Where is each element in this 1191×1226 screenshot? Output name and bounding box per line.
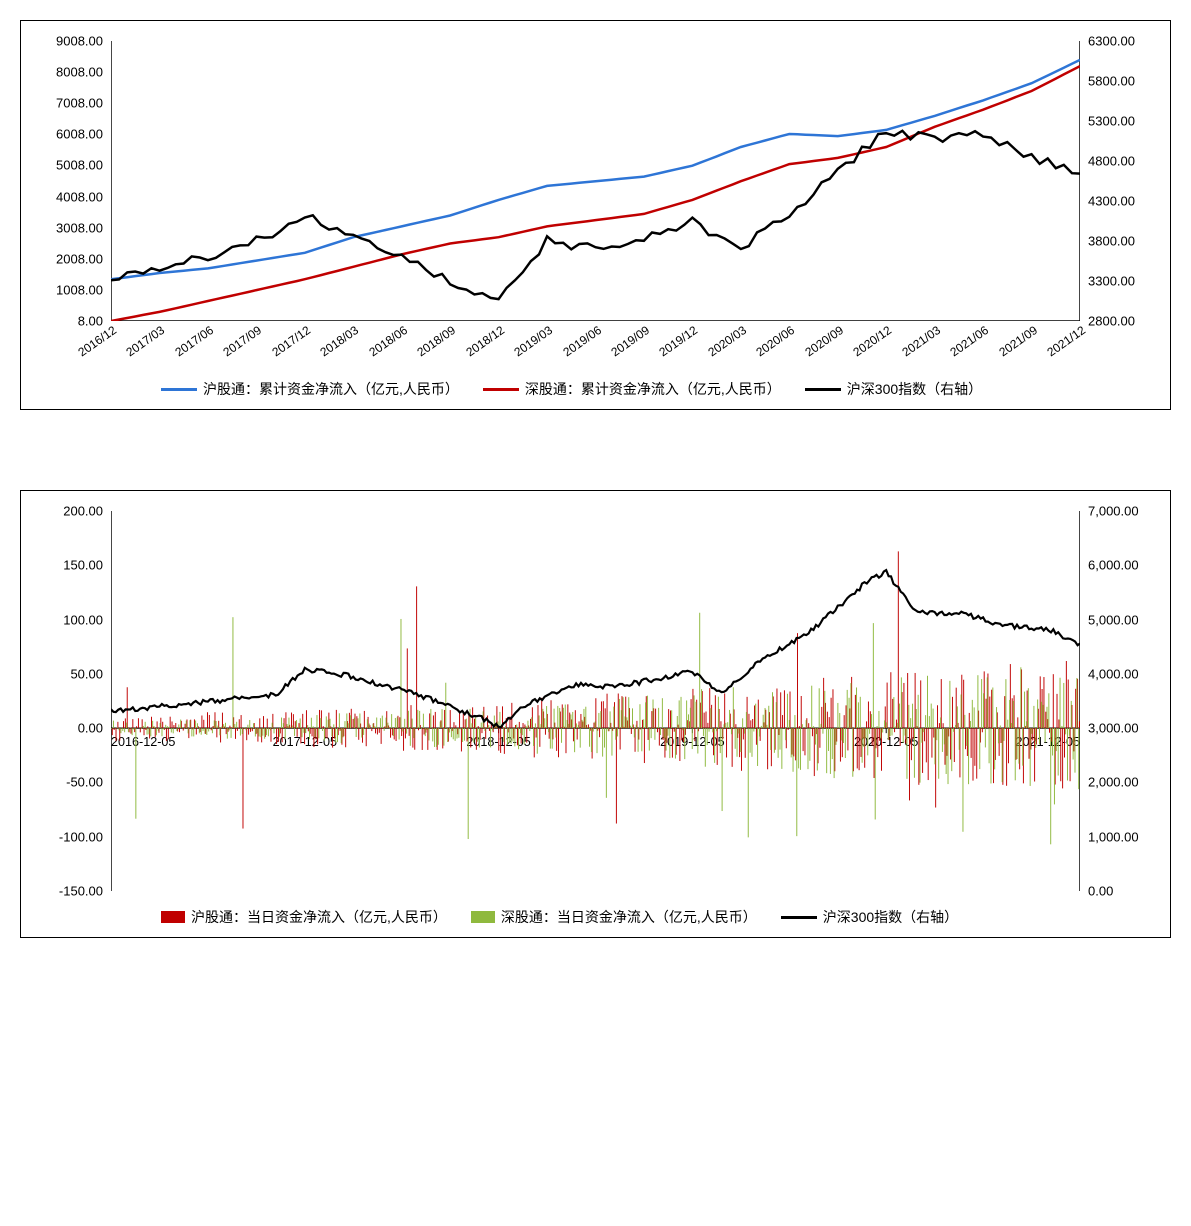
y-left-tick: 8.00 bbox=[33, 314, 103, 329]
x-tick: 2021/06 bbox=[948, 323, 992, 359]
x-tick: 2019/03 bbox=[512, 323, 556, 359]
legend-item: 沪股通：当日资金净流入（亿元,人民币） bbox=[161, 907, 447, 927]
y-left-tick: 100.00 bbox=[33, 612, 103, 627]
legend-item: 沪深300指数（右轴） bbox=[805, 379, 982, 399]
y-left-tick: -150.00 bbox=[33, 884, 103, 899]
chart1-svg bbox=[111, 41, 1080, 321]
y-left-tick: 8008.00 bbox=[33, 65, 103, 80]
legend-swatch bbox=[161, 388, 197, 391]
x-tick: 2017/03 bbox=[124, 323, 168, 359]
legend-swatch bbox=[483, 388, 519, 391]
legend-item: 深股通：当日资金净流入（亿元,人民币） bbox=[471, 907, 757, 927]
y-right-tick: 4800.00 bbox=[1088, 154, 1158, 169]
x-tick: 2021/03 bbox=[899, 323, 943, 359]
x-tick: 2017/12 bbox=[269, 323, 313, 359]
chart2-container: -150.00 -100.00 -50.00 0.00 50.00 100.00 150.0… bbox=[20, 490, 1171, 938]
legend-swatch bbox=[161, 911, 185, 923]
y-right-tick: 3,000.00 bbox=[1088, 721, 1158, 736]
y-right-tick: 0.00 bbox=[1088, 884, 1158, 899]
y-left-tick: 6008.00 bbox=[33, 127, 103, 142]
x-tick: 2017/09 bbox=[221, 323, 265, 359]
legend-label: 深股通：当日资金净流入（亿元,人民币） bbox=[501, 907, 757, 927]
x-tick: 2020/09 bbox=[802, 323, 846, 359]
y-right-tick: 5800.00 bbox=[1088, 74, 1158, 89]
y-left-tick: 4008.00 bbox=[33, 189, 103, 204]
y-right-tick: 3300.00 bbox=[1088, 274, 1158, 289]
svg-text:2016-12-05: 2016-12-05 bbox=[111, 734, 175, 749]
legend-item: 沪深300指数（右轴） bbox=[781, 907, 958, 927]
legend-label: 沪股通：当日资金净流入（亿元,人民币） bbox=[191, 907, 447, 927]
y-right-tick: 5,000.00 bbox=[1088, 612, 1158, 627]
chart2-block: -150.00 -100.00 -50.00 0.00 50.00 100.00 150.0… bbox=[20, 490, 1171, 938]
x-tick: 2020/06 bbox=[754, 323, 798, 359]
y-right-tick: 4300.00 bbox=[1088, 194, 1158, 209]
y-left-tick: 150.00 bbox=[33, 558, 103, 573]
y-left-tick: 1008.00 bbox=[33, 282, 103, 297]
y-right-tick: 7,000.00 bbox=[1088, 504, 1158, 519]
y-right-tick: 6300.00 bbox=[1088, 34, 1158, 49]
y-right-tick: 4,000.00 bbox=[1088, 666, 1158, 681]
x-tick: 2021/09 bbox=[996, 323, 1040, 359]
x-tick: 2018/12 bbox=[463, 323, 507, 359]
chart1-container: 8.00 1008.00 2008.00 3008.00 4008.00 5008.00 6… bbox=[20, 20, 1171, 410]
y-right-tick: 6,000.00 bbox=[1088, 558, 1158, 573]
chart2-x-labels bbox=[111, 891, 1080, 899]
y-left-tick: 9008.00 bbox=[33, 34, 103, 49]
legend-label: 沪深300指数（右轴） bbox=[823, 907, 958, 927]
chart2-y-left-labels: -150.00-100.00-50.000.0050.00100.00150.0… bbox=[33, 511, 103, 891]
legend-swatch bbox=[781, 916, 817, 919]
y-left-tick: 50.00 bbox=[33, 666, 103, 681]
y-left-tick: 0.00 bbox=[33, 721, 103, 736]
chart1-plot: 8.001008.002008.003008.004008.005008.006… bbox=[111, 41, 1080, 321]
y-left-tick: 3008.00 bbox=[33, 220, 103, 235]
y-left-tick: 5008.00 bbox=[33, 158, 103, 173]
chart1-block: 8.00 1008.00 2008.00 3008.00 4008.00 5008.00 6… bbox=[20, 20, 1171, 410]
chart1-y-right-labels: 2800.003300.003800.004300.004800.005300.… bbox=[1088, 41, 1158, 321]
y-left-tick: 2008.00 bbox=[33, 251, 103, 266]
chart1-y-left-labels: 8.001008.002008.003008.004008.005008.006… bbox=[33, 41, 103, 321]
legend-item: 沪股通：累计资金净流入（亿元,人民币） bbox=[161, 379, 459, 399]
y-right-tick: 2,000.00 bbox=[1088, 775, 1158, 790]
y-left-tick: 7008.00 bbox=[33, 96, 103, 111]
y-left-tick: -100.00 bbox=[33, 829, 103, 844]
y-right-tick: 1,000.00 bbox=[1088, 829, 1158, 844]
x-tick: 2021/12 bbox=[1044, 323, 1088, 359]
x-tick: 2019/06 bbox=[560, 323, 604, 359]
x-tick: 2019/09 bbox=[608, 323, 652, 359]
x-tick: 2019/12 bbox=[657, 323, 701, 359]
x-tick: 2020/12 bbox=[851, 323, 895, 359]
y-right-tick: 5300.00 bbox=[1088, 114, 1158, 129]
legend-label: 沪深300指数（右轴） bbox=[847, 379, 982, 399]
x-tick: 2018/06 bbox=[366, 323, 410, 359]
chart2-svg: 2016-12-052017-12-052018-12-052019-12-05… bbox=[111, 511, 1080, 891]
legend-swatch bbox=[471, 911, 495, 923]
chart2-y-right-labels: 0.001,000.002,000.003,000.004,000.005,00… bbox=[1088, 511, 1158, 891]
y-right-tick: 3800.00 bbox=[1088, 234, 1158, 249]
x-tick: 2020/03 bbox=[705, 323, 749, 359]
y-left-tick: -50.00 bbox=[33, 775, 103, 790]
x-tick: 2018/09 bbox=[415, 323, 459, 359]
x-tick: 2017/06 bbox=[172, 323, 216, 359]
chart2-plot: -150.00-100.00-50.000.0050.00100.00150.0… bbox=[111, 511, 1080, 891]
chart2-legend: 沪股通：当日资金净流入（亿元,人民币） 深股通：当日资金净流入（亿元,人民币） 沪深… bbox=[161, 907, 1030, 927]
x-tick: 2018/03 bbox=[318, 323, 362, 359]
chart1-x-labels: 2016/122017/032017/062017/092017/122018/… bbox=[111, 321, 1080, 371]
legend-label: 深股通：累计资金净流入（亿元,人民币） bbox=[525, 379, 781, 399]
chart1-legend: 沪股通：累计资金净流入（亿元,人民币） 深股通：累计资金净流入（亿元,人民币） 沪深… bbox=[161, 379, 1030, 399]
legend-item: 深股通：累计资金净流入（亿元,人民币） bbox=[483, 379, 781, 399]
legend-swatch bbox=[805, 388, 841, 391]
y-left-tick: 200.00 bbox=[33, 504, 103, 519]
y-right-tick: 2800.00 bbox=[1088, 314, 1158, 329]
legend-label: 沪股通：累计资金净流入（亿元,人民币） bbox=[203, 379, 459, 399]
